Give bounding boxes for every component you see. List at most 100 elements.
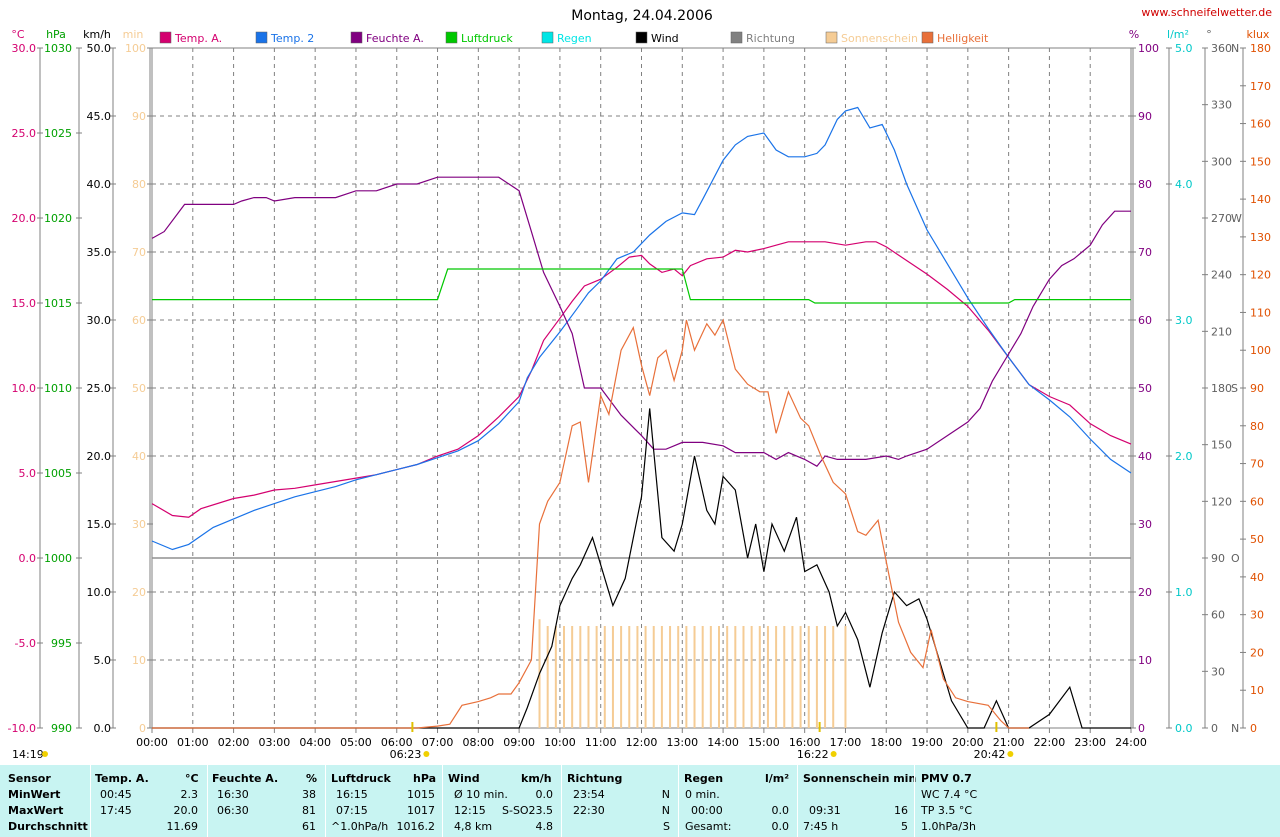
stat-avg-temp-value: 11.69 (166, 820, 199, 833)
stat-avg-press-value: 1016.2 (396, 820, 436, 833)
stat-min-pmv: WC 7.4 °C (921, 788, 978, 801)
compass-label: N (1231, 722, 1239, 735)
stat-header-dir: Richtung (567, 772, 623, 785)
press-tick-label: 1010 (44, 382, 72, 395)
sun-tick-label: 20 (132, 586, 146, 599)
sun-tick-label: 100 (125, 42, 146, 55)
sun-tick-label: 60 (132, 314, 146, 327)
wind-tick-label: 50.0 (87, 42, 112, 55)
compass-label: O (1231, 552, 1240, 565)
stat-max-temp-value: 20.0 (173, 804, 199, 817)
stat-max-dir-time: 22:30 (573, 804, 605, 817)
rain-tick-label: 0.0 (1175, 722, 1193, 735)
stat-header-hum: Feuchte A. (212, 772, 279, 785)
rain-unit-label: l/m² (1167, 28, 1189, 41)
press-tick-label: 1030 (44, 42, 72, 55)
left-axes: 30.025.020.015.010.05.00.0-5.0-10.0°C103… (8, 28, 153, 735)
temp-tick-label: 25.0 (12, 127, 37, 140)
temp-tick-label: 30.0 (12, 42, 37, 55)
stat-header-hum-unit: % (306, 772, 318, 785)
hum-tick-label: 60 (1138, 314, 1152, 327)
sun-icon (423, 751, 430, 757)
stat-header-wind-unit: km/h (521, 772, 552, 785)
wind-tick-label: 20.0 (87, 450, 112, 463)
time-tick-label: 19:00 (911, 736, 943, 749)
stat-avg-press-trend: ^1.0hPa/h (331, 820, 389, 833)
legend-swatch (159, 31, 172, 44)
time-tick-label: 12:00 (626, 736, 658, 749)
stat-avg-sun-duration: 7:45 h (803, 820, 839, 833)
wind-tick-label: 0.0 (94, 722, 112, 735)
temp-tick-label: 10.0 (12, 382, 37, 395)
temp-tick-label: 0.0 (19, 552, 37, 565)
time-tick-label: 09:00 (503, 736, 535, 749)
lux-tick-label: 170 (1250, 80, 1271, 93)
time-tick-label: 21:00 (993, 736, 1025, 749)
stat-min-hum-value: 38 (302, 788, 316, 801)
lux-tick-label: 30 (1250, 609, 1264, 622)
stat-min-press-value: 1015 (407, 788, 435, 801)
stat-header-press-unit: hPa (413, 772, 437, 785)
stat-max-pmv: TP 3.5 °C (921, 804, 973, 817)
wind-tick-label: 45.0 (87, 110, 112, 123)
wind-tick-label: 5.0 (94, 654, 112, 667)
time-tick-label: 13:00 (666, 736, 698, 749)
time-tick-label: 00:00 (136, 736, 168, 749)
lux-tick-label: 20 (1250, 646, 1264, 659)
temp-unit-label: °C (11, 28, 25, 41)
series-line-temp-a- (151, 241, 1132, 518)
stat-avg-wind-distance: 4,8 km (454, 820, 493, 833)
stat-min-press-time: 16:15 (336, 788, 368, 801)
dir-tick-label: 330 (1211, 99, 1232, 112)
stat-avg-rain-value: 0.0 (771, 820, 790, 833)
dir-tick-label: 180 (1211, 382, 1232, 395)
press-tick-label: 995 (51, 637, 72, 650)
stat-max-press-value: 1017 (407, 804, 435, 817)
lux-tick-label: 160 (1250, 118, 1271, 131)
statistics-table: Sensor Temp. A. °C Feuchte A. % Luftdruc… (0, 765, 1280, 837)
stat-min-dir-value: N (661, 788, 670, 801)
lux-tick-label: 60 (1250, 495, 1264, 508)
stat-min-hum-time: 16:30 (217, 788, 249, 801)
stat-avg-rain-label: Gesamt: (685, 820, 732, 833)
temp-tick-label: 20.0 (12, 212, 37, 225)
sun-tick-label: 0 (139, 722, 146, 735)
stat-min-wind-label: Ø 10 min. (454, 788, 508, 801)
legend-label: Sonnenschein (841, 32, 918, 45)
time-tick-label: 22:00 (1034, 736, 1066, 749)
rain-tick-label: 3.0 (1175, 314, 1193, 327)
weather-chart: Montag, 24.04.2006 www.schneifelwetter.d… (8, 6, 1273, 761)
stat-avg-label: Durchschnitt (8, 820, 88, 833)
stat-header-pmv: PMV 0.7 (921, 772, 972, 785)
press-tick-label: 990 (51, 722, 72, 735)
press-tick-label: 1020 (44, 212, 72, 225)
stat-header-sun: Sonnenschein min (803, 772, 917, 785)
compass-label: N (1231, 42, 1239, 55)
hum-tick-label: 50 (1138, 382, 1152, 395)
legend-label: Feuchte A. (366, 32, 424, 45)
time-tick-label: 07:00 (422, 736, 454, 749)
dir-tick-label: 30 (1211, 665, 1225, 678)
sun-icon (42, 751, 48, 757)
lux-tick-label: 130 (1250, 231, 1271, 244)
sunset-marker-label: 20:42 (974, 748, 1006, 761)
wind-tick-label: 30.0 (87, 314, 112, 327)
compass-label: W (1231, 212, 1242, 225)
stat-header-rain: Regen (684, 772, 724, 785)
lux-tick-label: 40 (1250, 571, 1264, 584)
temp-tick-label: -5.0 (15, 637, 36, 650)
hum-tick-label: 30 (1138, 518, 1152, 531)
stat-avg-wind-value: 4.8 (535, 820, 554, 833)
dir-tick-label: 90 (1211, 552, 1225, 565)
sun-icon (830, 751, 837, 757)
hum-tick-label: 100 (1138, 42, 1159, 55)
time-tick-label: 05:00 (340, 736, 372, 749)
temp-tick-label: 15.0 (12, 297, 37, 310)
series-line-wind (152, 408, 1131, 729)
legend-label: Wind (651, 32, 679, 45)
website-url[interactable]: www.schneifelwetter.de (1141, 6, 1272, 19)
lux-tick-label: 120 (1250, 269, 1271, 282)
right-axes: 1009080706050403020100%5.04.03.02.01.00.… (1129, 28, 1271, 735)
stat-min-dir-time: 23:54 (573, 788, 605, 801)
time-tick-label: 17:00 (830, 736, 862, 749)
